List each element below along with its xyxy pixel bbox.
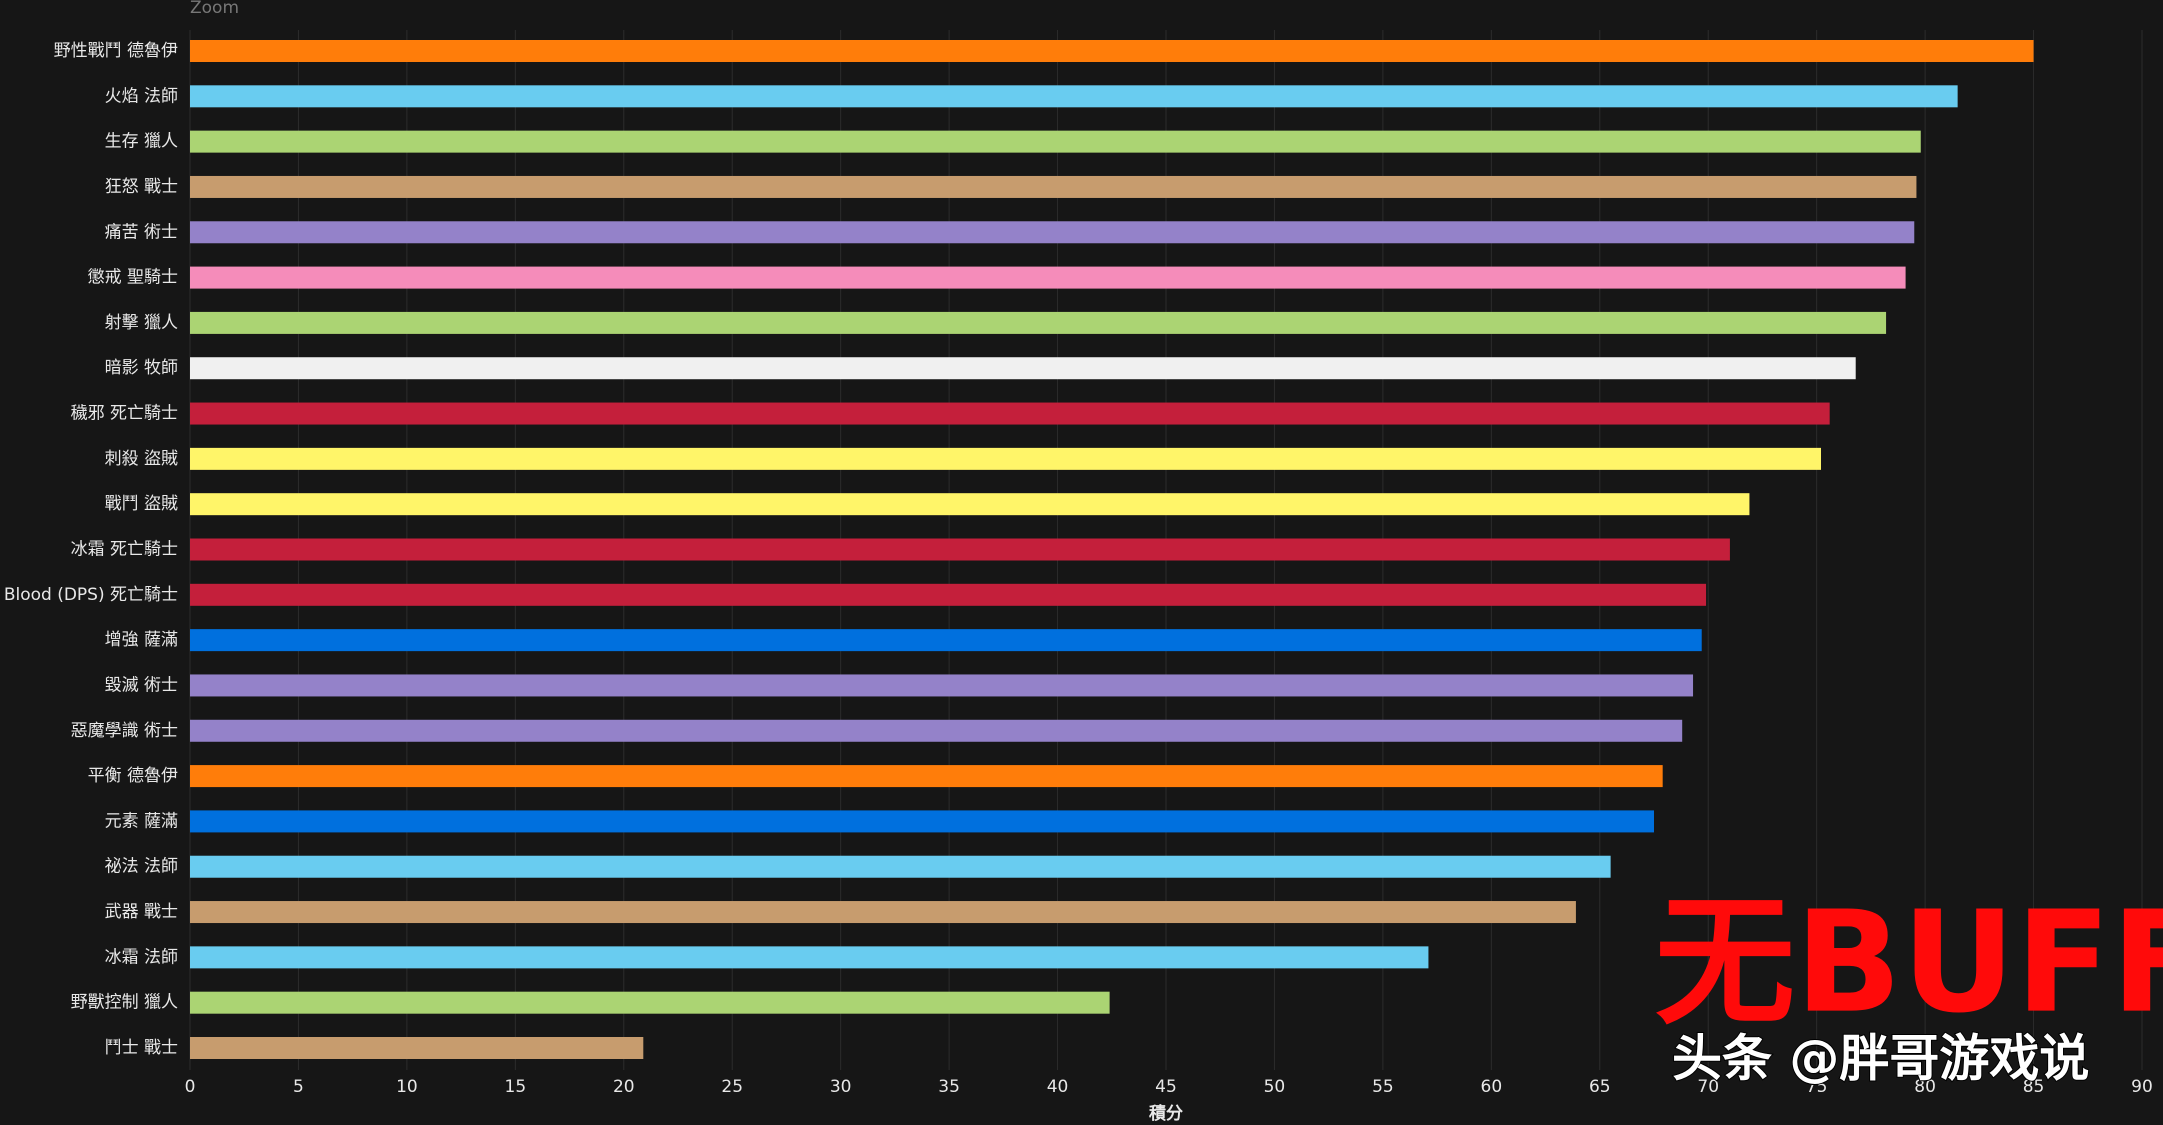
y-tick-label: 野性戰鬥 德魯伊 (54, 41, 178, 61)
y-tick-label: 冰霜 死亡騎士 (71, 540, 178, 560)
x-axis-label: 積分 (1149, 1103, 1183, 1124)
x-tick-label: 55 (1372, 1077, 1394, 1097)
watermark-source: 头条 @胖哥游戏说 (1672, 1030, 2089, 1088)
y-tick-label: 痛苦 術士 (105, 222, 178, 242)
bar (190, 357, 1856, 380)
x-tick-label: 5 (293, 1077, 304, 1097)
x-tick-label: 35 (938, 1077, 960, 1097)
x-tick-label: 0 (185, 1077, 196, 1097)
bar (190, 447, 1822, 470)
bar (190, 493, 1750, 516)
y-tick-label: 戰鬥 盜賊 (105, 494, 178, 514)
x-tick-label: 65 (1589, 1077, 1611, 1097)
bar (190, 85, 1958, 108)
y-tick-label: 毀滅 術士 (105, 675, 178, 695)
y-tick-label: 惡魔學識 術士 (71, 721, 178, 741)
y-tick-label: 冰霜 法師 (105, 947, 178, 967)
x-tick-label: 45 (1155, 1077, 1177, 1097)
x-tick-label: 80 (1914, 1077, 1936, 1097)
x-tick-label: 10 (396, 1077, 418, 1097)
y-tick-label: 狂怒 戰士 (105, 177, 178, 197)
zoom-label[interactable]: Zoom (190, 0, 239, 18)
y-tick-label: 火焰 法師 (105, 86, 178, 106)
x-tick-label: 85 (2023, 1077, 2045, 1097)
y-tick-label: 懲戒 聖騎士 (88, 268, 178, 288)
bar (190, 765, 1663, 788)
bar (190, 402, 1830, 425)
y-tick-label: Blood (DPS) 死亡騎士 (4, 585, 178, 605)
bar (190, 130, 1921, 153)
bar (190, 991, 1110, 1014)
x-tick-label: 25 (721, 1077, 743, 1097)
y-tick-label: 生存 獵人 (105, 132, 178, 152)
bar (190, 629, 1702, 652)
bar (190, 719, 1683, 742)
x-tick-label: 15 (505, 1077, 527, 1097)
y-tick-label: 野獸控制 獵人 (71, 993, 178, 1013)
bar (190, 855, 1611, 878)
bar (190, 674, 1694, 697)
y-tick-label: 暗影 牧師 (105, 358, 178, 378)
x-tick-label: 90 (2131, 1077, 2153, 1097)
y-tick-label: 穢邪 死亡騎士 (71, 404, 178, 424)
bar (190, 901, 1576, 924)
x-tick-label: 30 (830, 1077, 852, 1097)
bar (190, 810, 1654, 833)
y-tick-label: 武器 戰士 (105, 902, 178, 922)
y-tick-label: 鬥士 戰士 (105, 1038, 178, 1058)
y-tick-label: 射擊 獵人 (105, 313, 178, 333)
x-tick-label: 60 (1481, 1077, 1503, 1097)
watermark-title: 无BUFF (1655, 882, 2163, 1045)
bar (190, 40, 2034, 62)
y-tick-label: 元素 薩滿 (105, 811, 178, 831)
bar (190, 583, 1707, 606)
bar (190, 946, 1429, 969)
y-tick-label: 祕法 法師 (105, 857, 178, 877)
x-tick-label: 75 (1806, 1077, 1828, 1097)
y-tick-label: 增強 薩滿 (105, 630, 178, 650)
x-tick-label: 70 (1697, 1077, 1719, 1097)
x-tick-label: 20 (613, 1077, 635, 1097)
x-tick-label: 40 (1047, 1077, 1069, 1097)
x-tick-label: 50 (1264, 1077, 1286, 1097)
bar (190, 175, 1917, 198)
y-tick-label: 刺殺 盜賊 (105, 449, 178, 469)
y-tick-label: 平衡 德魯伊 (88, 766, 178, 786)
bar (190, 266, 1906, 289)
bar (190, 538, 1730, 561)
bar (190, 311, 1887, 334)
bar (190, 1037, 644, 1059)
bar (190, 221, 1915, 244)
